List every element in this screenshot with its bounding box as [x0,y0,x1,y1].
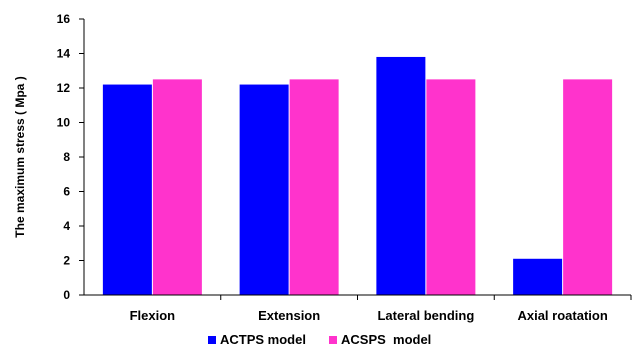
x-category-label: Flexion [130,308,176,323]
y-tick-label: 6 [63,185,70,199]
y-tick-label: 8 [63,150,70,164]
bar-acsps [289,79,339,295]
bar-acsps [152,79,202,295]
bar-actps [376,56,426,296]
y-tick-label: 10 [57,116,71,130]
x-category-label: Extension [258,308,320,323]
y-tick-label: 16 [57,12,71,26]
legend: ACTPS model ACSPS model [208,332,431,347]
x-ticks-group: Flexion Extension Lateral bending Axial roa… [130,295,632,323]
legend-swatch-acsps [329,336,337,344]
legend-swatch-actps [208,336,216,344]
legend-label-actps: ACTPS model [220,332,306,347]
bar-acsps [563,79,613,295]
y-ticks-group: 0 2 4 6 8 10 12 14 16 [57,12,84,302]
y-tick-label: 4 [63,219,70,233]
y-axis-title: The maximum stress ( Mpa ) [13,76,27,237]
bar-actps [239,84,289,295]
legend-label-acsps: ACSPS model [341,332,431,347]
x-category-label: Lateral bending [377,308,474,323]
y-tick-label: 2 [63,254,70,268]
bars-group [102,56,613,296]
bar-acsps [426,79,476,295]
bar-actps [102,84,152,295]
bar-actps [513,258,563,295]
y-tick-label: 0 [63,288,70,302]
y-tick-label: 14 [57,47,71,61]
y-tick-label: 12 [57,81,71,95]
x-category-label: Axial roatation [517,308,607,323]
